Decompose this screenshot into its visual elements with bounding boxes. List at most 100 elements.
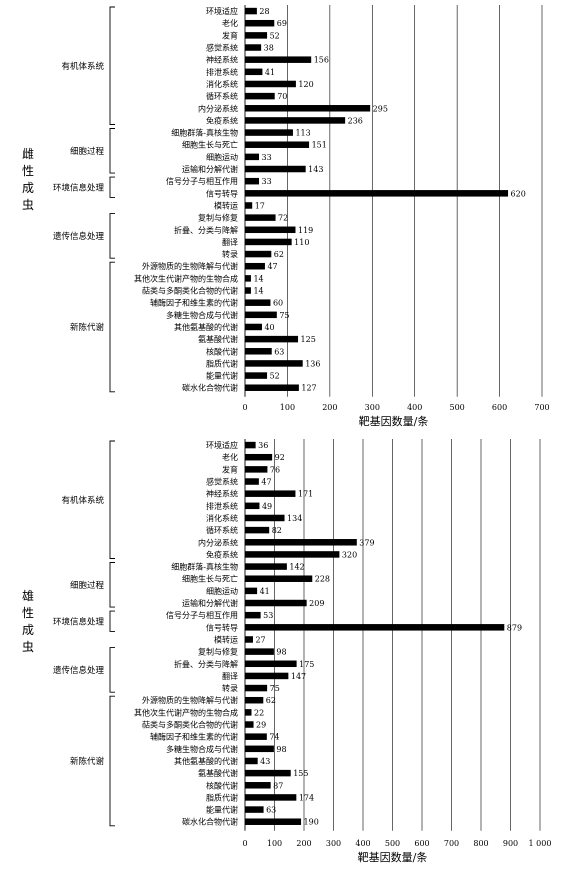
value-label: 190 [304,818,319,827]
bar [245,575,313,582]
category-label: 辅酶因子和维生素的代谢 [150,298,238,308]
panel-label-char: 成 [22,623,34,637]
group-bracket [109,261,115,393]
bar [245,502,260,510]
panel-label-char: 雄 [22,588,34,603]
bar [245,709,252,716]
x-tick-label: 900 [503,839,518,848]
bar [245,757,258,765]
category-label: 环境适应 [206,440,238,450]
value-label: 43 [260,757,270,766]
value-label: 175 [299,660,314,669]
value-label: 60 [273,299,283,308]
bar [245,372,268,379]
category-label: 排泄系统 [206,67,238,77]
x-tick-label: 700 [534,403,549,412]
x-tick-label: 400 [355,839,370,848]
x-tick-label: 400 [407,403,422,412]
x-tick-label: 100 [267,839,282,848]
category-label: 感觉系统 [206,477,238,487]
value-label: 63 [266,806,276,815]
value-label: 120 [298,80,313,89]
panel-label-char: 虫 [22,640,34,654]
value-label: 119 [298,226,313,235]
category-label: 氨基酸代谢 [198,334,238,344]
category-label: 折叠、分类与降解 [174,659,238,669]
bar [245,769,291,777]
category-label: 信号转导 [206,188,238,198]
x-axis-label: 靶基因数量/条 [359,414,429,428]
category-label: 复制与修复 [198,647,238,657]
bar [245,202,253,209]
value-label: 62 [266,696,276,705]
category-label: 折叠、分类与降解 [174,225,238,235]
category-label: 碳水化合物代谢 [182,383,238,393]
category-label: 发育 [222,464,238,474]
value-label: 47 [267,262,277,271]
bar [245,696,264,704]
value-label: 379 [359,538,374,547]
value-label: 143 [308,165,323,174]
category-label: 神经系统 [206,55,238,65]
bar [245,672,289,680]
x-tick-label: 600 [414,839,429,848]
value-label: 17 [255,201,265,210]
x-tick-label: 200 [296,839,311,848]
bar [245,165,306,173]
x-tick-label: 300 [365,403,380,412]
x-tick-label: 1 000 [529,839,552,848]
group-label: 细胞过程 [70,146,105,157]
category-label: 其他氨基酸的代谢 [174,322,238,332]
value-label: 75 [279,311,289,320]
value-label: 75 [270,684,280,693]
value-label: 127 [301,384,316,393]
value-label: 49 [262,502,272,511]
value-label: 134 [287,514,302,523]
value-label: 98 [276,648,286,657]
value-label: 74 [269,733,279,742]
category-label: 其他次生代谢产物的生物合成 [134,273,238,283]
value-label: 36 [258,441,268,450]
bar [245,250,272,258]
bar [245,526,270,534]
category-label: 消化系统 [206,513,238,523]
value-label: 620 [511,189,526,198]
value-label: 147 [291,672,306,681]
value-label: 70 [277,92,287,101]
bar [245,311,277,319]
category-label: 转录 [222,249,238,259]
bar [245,587,258,595]
category-label: 环境适应 [206,6,238,16]
category-label: 神经系统 [206,489,238,499]
category-label: 细胞群落-真核生物 [171,562,238,572]
category-label: 循环系统 [206,91,238,101]
category-label: 信号分子与相互作用 [166,610,238,620]
bar [245,117,346,124]
panel-label-char: 虫 [22,198,34,212]
category-label: 模转运 [214,200,238,210]
bar [245,818,302,825]
category-label: 辅酶因子和维生素的代谢 [150,732,238,742]
category-label: 细胞运动 [206,152,238,162]
category-label: 消化系统 [206,79,238,89]
bar [245,745,274,753]
category-label: 循环系统 [206,525,238,535]
value-label: 33 [262,177,272,186]
category-label: 细胞运动 [206,586,238,596]
value-label: 52 [270,372,280,381]
group-label: 有机体系统 [61,61,104,72]
category-label: 碳水化合物代谢 [182,817,238,827]
bar [245,733,267,740]
group-bracket [109,610,115,632]
bar [245,275,251,282]
group-label: 新陈代谢 [70,756,105,767]
value-label: 295 [373,104,388,113]
group-bracket [109,213,115,259]
x-tick-label: 0 [242,403,247,412]
category-label: 免疫系统 [206,115,238,125]
bar [245,611,261,619]
bar [245,19,275,27]
bar [245,636,253,643]
